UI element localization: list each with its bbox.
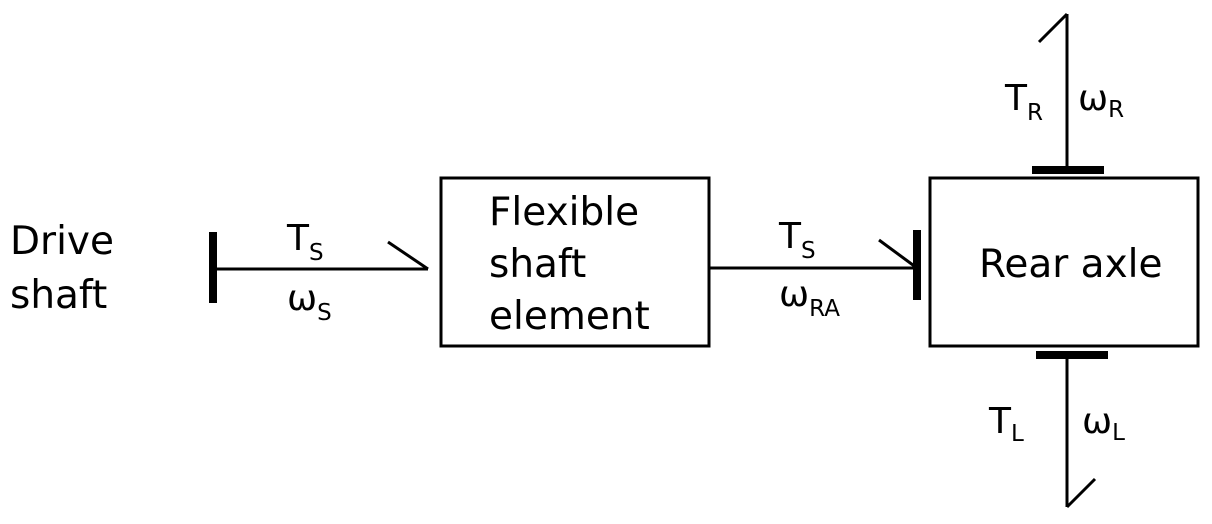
- shaft-to-axle-half-arrow: [878, 238, 918, 270]
- mid-speed-label: ωRA: [779, 274, 840, 322]
- drive-shaft-bond: [209, 232, 429, 303]
- rear-axle-label: Rear axle: [979, 242, 1162, 287]
- right-speed-label: ωR: [1078, 78, 1124, 123]
- left-wheel-half-arrow: [1065, 477, 1097, 509]
- mid-torque-symbol: T: [778, 216, 802, 257]
- input-speed-subscript: S: [317, 300, 332, 326]
- input-speed-label: ωS: [287, 278, 332, 326]
- svg-text:TS: TS: [286, 218, 324, 266]
- flexible-shaft-element-block: Flexible shaft element: [439, 176, 711, 348]
- mid-torque-label: TS: [778, 216, 816, 264]
- right-torque-label: TR: [1004, 78, 1043, 126]
- rear-axle-box: [928, 176, 1200, 348]
- shaft-to-axle-bond: [709, 230, 921, 300]
- svg-text:ωR: ωR: [1078, 78, 1124, 123]
- left-wheel-bond: [1036, 351, 1108, 509]
- left-torque-symbol: T: [988, 401, 1012, 442]
- mid-speed-subscript: RA: [809, 296, 840, 322]
- mid-speed-symbol: ω: [779, 274, 809, 315]
- input-speed-symbol: ω: [287, 278, 317, 319]
- right-wheel-half-arrow: [1037, 12, 1069, 44]
- right-speed-symbol: ω: [1078, 78, 1108, 119]
- left-torque-label: TL: [988, 401, 1024, 447]
- drive-shaft-label-line-2: shaft: [10, 273, 107, 318]
- drive-shaft-half-arrow: [387, 240, 429, 271]
- drive-shaft-label-line-1: Drive: [10, 219, 114, 264]
- flexible-shaft-label-line-2: shaft: [489, 242, 586, 287]
- left-torque-subscript: L: [1011, 421, 1024, 447]
- right-torque-symbol: T: [1004, 78, 1028, 119]
- left-speed-symbol: ω: [1082, 401, 1112, 442]
- svg-text:ωS: ωS: [287, 278, 332, 326]
- mid-torque-subscript: S: [801, 238, 816, 264]
- left-speed-label: ωL: [1082, 401, 1125, 446]
- svg-text:TS: TS: [778, 216, 816, 264]
- svg-text:TR: TR: [1004, 78, 1043, 126]
- left-speed-subscript: L: [1112, 420, 1125, 446]
- flexible-shaft-label-line-1: Flexible: [489, 190, 639, 235]
- flexible-shaft-label-line-3: element: [489, 294, 650, 339]
- right-speed-subscript: R: [1108, 97, 1124, 123]
- drive-shaft-label: Drive shaft: [10, 219, 114, 318]
- right-torque-subscript: R: [1027, 100, 1043, 126]
- flexible-shaft-element-box: [439, 176, 711, 348]
- right-wheel-bond: [1032, 12, 1104, 174]
- rear-axle-block: Rear axle: [928, 176, 1200, 348]
- input-torque-subscript: S: [309, 240, 324, 266]
- svg-text:TL: TL: [988, 401, 1024, 447]
- svg-text:ωRA: ωRA: [779, 274, 840, 322]
- input-torque-symbol: T: [286, 218, 310, 259]
- svg-text:ωL: ωL: [1082, 401, 1125, 446]
- input-torque-label: TS: [286, 218, 324, 266]
